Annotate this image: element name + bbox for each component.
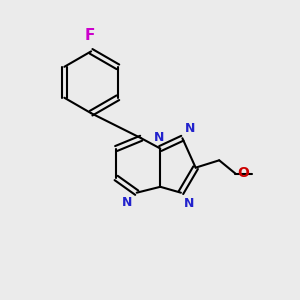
Text: O: O (237, 166, 249, 180)
Text: N: N (154, 131, 164, 144)
Text: N: N (185, 122, 196, 135)
Text: F: F (85, 28, 95, 43)
Text: N: N (184, 197, 194, 210)
Text: N: N (122, 196, 132, 208)
